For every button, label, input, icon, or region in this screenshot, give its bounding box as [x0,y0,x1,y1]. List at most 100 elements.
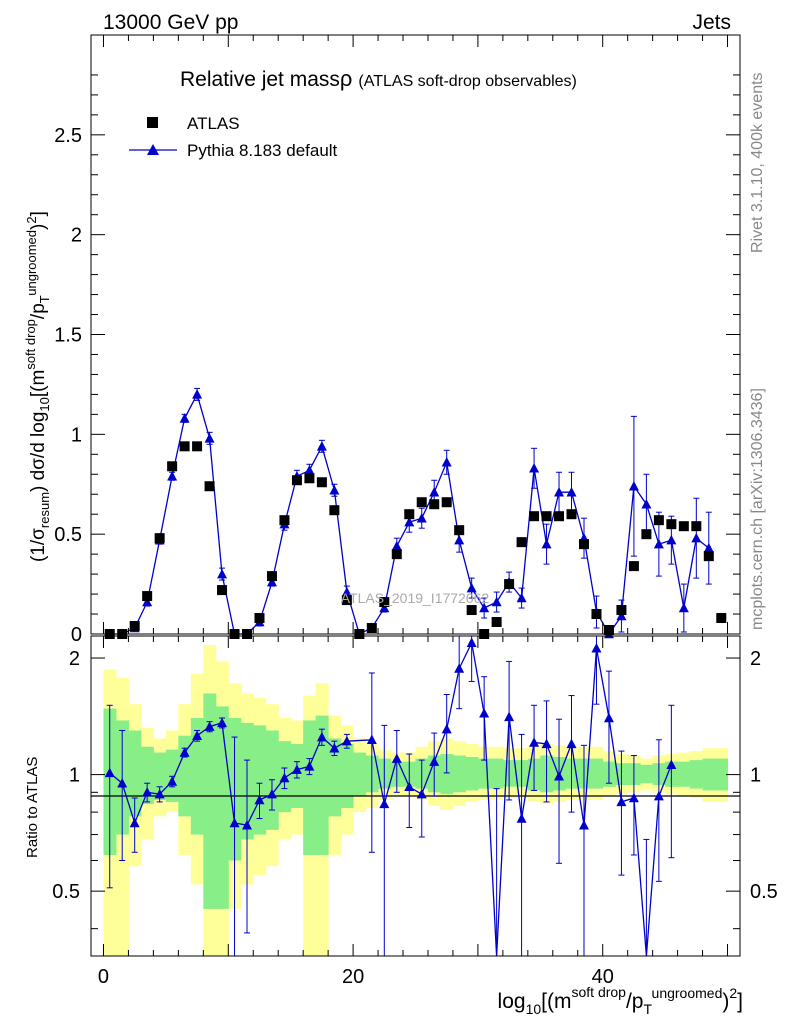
atlas-point [678,521,689,532]
pythia-point [479,602,490,613]
atlas-point [616,605,627,616]
pythia-point [491,596,502,607]
ratio-point [316,731,327,742]
ratio-point [404,781,415,792]
atlas-point [404,509,415,520]
ratio-y-tick-label-right: 1 [750,765,761,787]
ratio-marks [104,636,677,957]
ratio-point [341,735,352,746]
ratio-panel: 0 20 40 0.5 0.5 1 1 2 2 [52,635,778,988]
ratio-band-inner [353,752,367,797]
ratio-band-inner [490,758,504,789]
pythia-point [678,602,689,613]
atlas-point [691,521,702,532]
legend-pythia-marker [147,144,159,155]
pythia-point [404,516,415,527]
ratio-point [429,756,440,766]
ratio-band-inner [128,730,142,817]
y-tick-label: 0.5 [54,524,82,546]
atlas-point [441,497,452,508]
atlas-point [429,499,440,510]
ratio-point [291,764,302,774]
atlas-point [279,515,290,526]
ratio-y-tick-label-right: 2 [750,648,761,670]
pythia-point [666,534,677,545]
atlas-point [578,539,589,550]
ratio-point [541,738,552,749]
pythia-point [304,465,315,475]
ratio-point [628,792,639,803]
atlas-point [703,551,714,562]
pythia-point [691,532,702,543]
ratio-point [416,788,427,799]
chart-title-sub: (ATLAS soft-drop observables) [358,73,576,90]
atlas-point [641,529,652,540]
ratio-band-inner [303,720,317,855]
ratio-band-inner [702,758,716,791]
ratio-point [204,721,215,731]
atlas-point [341,595,352,606]
ratio-point [117,777,128,788]
rivet-version-label: Rivet 3.1.10, 400k events [749,72,766,253]
ratio-point [516,813,527,823]
ratio-point [266,788,277,799]
pythia-point [454,534,465,545]
chart-title-main: Relative jet mass [180,68,340,91]
pythia-point [316,441,327,451]
atlas-point [666,519,677,530]
legend-pythia-label: Pythia 8.183 default [187,141,338,160]
ratio-point [229,817,240,828]
header-process: Jets [692,11,731,34]
ratio-point [304,761,315,771]
pythia-point [167,471,178,481]
atlas-point [516,537,527,548]
pythia-point [541,538,552,549]
legend: ATLAS Pythia 8.183 default [129,114,338,160]
ratio-point [366,734,377,745]
atlas-point [329,505,340,516]
ratio-band-inner [477,758,491,789]
ratio-band-inner [340,743,354,808]
ratio-band-inner [465,757,479,791]
pythia-point [441,457,452,467]
atlas-point [204,481,215,492]
y-tick-label: 2.5 [54,125,82,147]
ratio-point [279,772,290,783]
pythia-point [466,582,477,593]
ratio-frame [90,635,741,957]
main-ticks: 0 0.5 1 1.5 2 2.5 [54,35,740,646]
main-panel: 0 0.5 1 1.5 2 2.5 [54,34,741,646]
ratio-point [566,738,577,749]
ratio-band-inner [203,693,217,909]
ratio-point [466,637,477,648]
atlas-point [566,509,577,520]
atlas-point [304,473,315,484]
pythia-point [179,413,190,423]
ratio-point [167,776,178,786]
atlas-point [491,617,502,628]
ratio-band-inner [677,761,691,787]
ratio-point [529,737,540,747]
y-axis-label: (1/σresum) dσ/d log10[(msoft drop/pTungr… [23,211,52,562]
atlas-point [217,585,228,596]
atlas-point [716,613,727,624]
ratio-point [616,796,627,807]
ratio-y-tick-label: 0.5 [52,881,80,903]
ratio-point [104,767,115,778]
pythia-point [653,538,664,549]
ratio-band-inner [190,718,204,835]
ratio-band-inner [140,746,154,804]
ratio-point [192,730,203,740]
atlas-point [391,549,402,560]
atlas-point [291,475,302,486]
atlas-point [142,591,153,602]
atlas-point [454,525,465,536]
pythia-point [192,389,203,399]
ratio-point [242,819,253,830]
ratio-band-inner [640,764,654,784]
pythia-point [566,486,577,497]
x-axis-label: log10[(msoft drop/pTungroomed)2] [498,984,743,1017]
atlas-point [529,511,540,522]
atlas-point [379,597,390,608]
y-tick-label: 1.5 [54,325,82,347]
